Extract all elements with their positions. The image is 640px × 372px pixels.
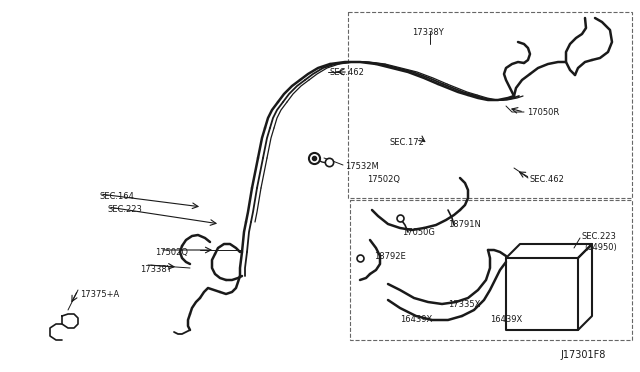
Text: 17338Y: 17338Y [412,28,444,37]
Text: 16439X: 16439X [400,315,432,324]
Text: J17301F8: J17301F8 [560,350,605,360]
Text: 17502Q: 17502Q [155,248,188,257]
Text: 17050R: 17050R [527,108,559,117]
Text: SEC.172: SEC.172 [390,138,425,147]
Text: 17050G: 17050G [402,228,435,237]
Text: 17335X: 17335X [448,300,481,309]
Text: 17502Q: 17502Q [367,175,400,184]
Text: 18792E: 18792E [374,252,406,261]
Text: SEC.462: SEC.462 [530,175,565,184]
Text: 16439X: 16439X [490,315,522,324]
Text: SEC.462: SEC.462 [330,68,365,77]
Text: (14950): (14950) [584,243,617,252]
Text: SEC.223: SEC.223 [108,205,143,214]
Text: 17338Y: 17338Y [140,265,172,274]
Text: 18791N: 18791N [448,220,481,229]
Text: 17532M: 17532M [345,162,379,171]
Text: 17375+A: 17375+A [80,290,119,299]
Text: SEC.164: SEC.164 [100,192,135,201]
Text: SEC.223: SEC.223 [582,232,617,241]
